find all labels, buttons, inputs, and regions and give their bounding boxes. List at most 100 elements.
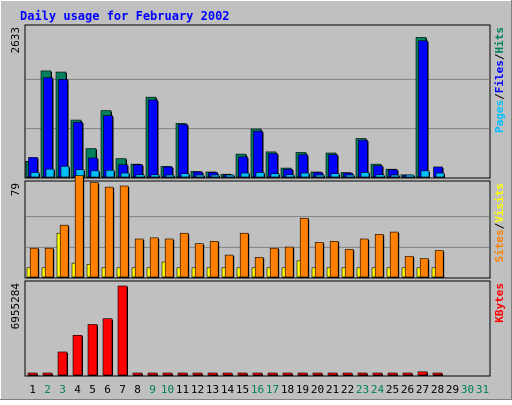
legend-item: Visits [493,183,506,223]
bar-pages-day-28 [435,172,445,178]
bar-sites-day-26 [404,255,414,278]
bar-pages-day-15 [240,172,250,178]
bar-kbytes-day-5 [87,324,98,376]
chart-panels: 2633Pages/Files/Hits79Sites/Visits695528… [9,24,506,377]
bar-kbytes-day-1 [27,372,38,376]
bar-kbytes-day-27 [417,371,428,376]
bar-pages-day-26 [405,174,415,178]
legend-item: / [493,53,506,60]
bar-kbytes-day-21 [327,372,338,376]
day-label-29: 29 [446,383,459,396]
bar-kbytes-day-17 [267,372,278,376]
bar-sites-day-8 [134,238,144,278]
bar-pages-day-5 [90,170,100,178]
bar-pages-day-14 [225,174,235,178]
bar-kbytes-day-14 [222,372,233,376]
day-label-16: 16 [251,383,264,396]
day-label-23: 23 [356,383,369,396]
bar-kbytes-day-13 [207,372,218,376]
day-label-18: 18 [281,383,294,396]
bar-sites-day-25 [389,231,399,278]
panel-max-label: 2633 [9,27,22,54]
panel-legend: Sites/Visits [493,183,506,263]
bar-sites-day-4 [74,175,84,278]
bar-pages-day-16 [255,172,265,178]
bar-sites-day-22 [344,249,354,278]
bar-pages-day-19 [300,172,310,178]
day-label-31: 31 [476,383,489,396]
bar-files-day-11 [178,124,188,178]
day-label-26: 26 [401,383,414,396]
day-label-6: 6 [104,383,111,396]
day-label-7: 7 [119,383,126,396]
series-kbytes [27,285,443,376]
bar-pages-day-23 [360,172,370,178]
day-label-24: 24 [371,383,385,396]
bar-kbytes-day-7 [117,285,128,376]
bar-kbytes-day-11 [177,372,188,376]
bar-sites-day-3 [59,224,69,278]
bar-pages-day-17 [270,173,280,178]
series-pages [30,166,445,178]
bar-pages-day-9 [150,174,160,178]
bar-sites-day-1 [29,247,39,278]
day-label-22: 22 [341,383,354,396]
bar-kbytes-day-20 [312,372,323,376]
day-label-9: 9 [149,383,156,396]
panel-kbytes: 6955284 KBytes [9,280,506,377]
bar-pages-day-1 [30,172,40,178]
bar-pages-day-25 [390,174,400,178]
bar-kbytes-day-6 [102,318,113,376]
day-label-19: 19 [296,383,309,396]
bar-sites-day-14 [224,254,234,278]
bar-pages-day-8 [135,174,145,178]
bar-files-day-6 [103,115,113,178]
bar-kbytes-day-12 [192,372,203,376]
day-label-21: 21 [326,383,339,396]
day-label-5: 5 [89,383,96,396]
chart-title: Daily usage for February 2002 [20,9,230,23]
legend-item: Files [493,60,506,93]
bar-files-day-2 [43,77,53,178]
legend-item: Sites [493,229,506,262]
bar-sites-day-9 [149,237,159,278]
bar-sites-day-6 [104,186,114,278]
bar-kbytes-day-24 [372,372,383,376]
day-label-28: 28 [431,383,444,396]
day-label-25: 25 [386,383,399,396]
bar-files-day-27 [418,40,428,178]
bar-kbytes-day-19 [297,372,308,376]
day-label-1: 1 [29,383,36,396]
bar-sites-day-15 [239,232,249,278]
bar-files-day-3 [58,78,68,178]
bar-kbytes-day-28 [432,372,443,376]
bar-kbytes-day-18 [282,372,293,376]
day-axis-labels: 1 2 3 4 5 6 7 8 9 10 11 12 13 14 15 16 17 18 19 20 21 22 23 24 2… [29,383,489,396]
bar-pages-day-6 [105,170,115,178]
day-label-13: 13 [206,383,219,396]
bar-pages-day-7 [120,172,130,178]
bar-pages-day-18 [285,174,295,178]
bar-sites-day-23 [359,238,369,278]
bar-files-day-9 [148,99,158,178]
bar-sites-day-5 [89,182,99,278]
bar-sites-day-2 [44,247,54,278]
bar-pages-day-22 [345,174,355,178]
bar-kbytes-day-26 [402,372,413,376]
legend-item: / [493,93,506,100]
day-label-27: 27 [416,383,429,396]
bar-files-day-16 [253,130,263,178]
legend-item: Hits [493,27,506,54]
bar-kbytes-day-8 [132,372,143,376]
day-label-2: 2 [44,383,51,396]
bar-pages-day-10 [165,174,175,178]
bar-sites-day-28 [434,250,444,278]
legend-item: / [493,222,506,229]
bar-sites-day-21 [329,240,339,278]
panel-legend: Pages/Files/Hits [493,27,506,133]
bar-pages-day-2 [45,168,55,178]
bar-kbytes-day-10 [162,372,173,376]
day-label-8: 8 [134,383,141,396]
bar-kbytes-day-25 [387,372,398,376]
bar-files-day-4 [73,121,83,178]
